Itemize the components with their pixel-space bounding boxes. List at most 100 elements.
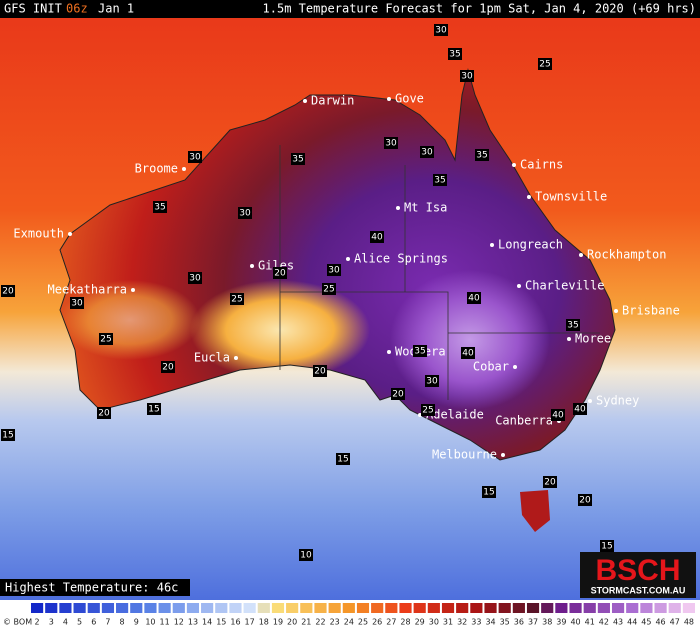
header-bar: [0, 0, 700, 18]
contour-label: 20: [2, 287, 14, 297]
scale-label: 5: [77, 618, 82, 627]
source: © BOM: [3, 618, 32, 627]
scale-swatch: [144, 603, 157, 613]
contour-box: [336, 453, 350, 465]
contour-label: 20: [274, 269, 286, 279]
logo-box: [580, 552, 696, 598]
contour-label: 40: [468, 294, 480, 304]
scale-label: 14: [202, 618, 212, 627]
scale-label: 45: [641, 618, 651, 627]
scale-swatch: [555, 603, 568, 613]
scale-swatch: [257, 603, 270, 613]
contour-label: 35: [476, 151, 487, 161]
contour-label: 30: [426, 377, 438, 387]
city-dot: [396, 206, 400, 210]
contour-box: [327, 264, 341, 276]
city-label: Alice Springs: [354, 252, 448, 266]
contour-box: [161, 361, 175, 373]
city-label: Cairns: [520, 158, 563, 172]
scale-label: 28: [400, 618, 410, 627]
scale-swatch: [456, 603, 469, 613]
scale-swatch: [484, 603, 497, 613]
scale-swatch: [186, 603, 200, 613]
scale-swatch: [59, 603, 72, 613]
city-label: Eucla: [194, 351, 230, 365]
city-dot: [579, 253, 583, 257]
city-dot: [513, 365, 517, 369]
contour-label: 25: [100, 335, 111, 345]
scale-label: 41: [585, 618, 595, 627]
contour-label: 15: [483, 488, 494, 498]
scale-swatch: [271, 603, 285, 613]
scale-label: 37: [528, 618, 538, 627]
scale-swatch: [116, 603, 129, 613]
scale-swatch: [668, 603, 681, 613]
run: 06z: [66, 2, 88, 16]
city-dot: [512, 163, 516, 167]
city-dot: [490, 243, 494, 247]
contour-box: [384, 137, 398, 149]
city-label: Longreach: [498, 238, 563, 252]
contour-box: [322, 283, 336, 295]
contour-box: [467, 292, 481, 304]
scale-label: 39: [556, 618, 566, 627]
scale-label: 31: [443, 618, 453, 627]
contour-box: [434, 24, 448, 36]
scale-swatch: [385, 603, 398, 613]
title: 1.5m Temperature Forecast for 1pm Sat, J…: [263, 2, 696, 16]
contour-box: [188, 151, 202, 163]
scale-label: 32: [457, 618, 467, 627]
city-dot: [131, 288, 135, 292]
city-dot: [567, 337, 571, 341]
scale-label: 26: [372, 618, 382, 627]
contour-label: 10: [300, 551, 312, 561]
contour-box: [370, 231, 384, 243]
scale-label: 15: [216, 618, 226, 627]
scale-swatch: [654, 603, 667, 613]
contour-label: 40: [462, 349, 474, 359]
contour-label: 35: [414, 347, 425, 357]
contour-label: 15: [148, 405, 159, 415]
scale-swatch: [342, 603, 355, 613]
contour-box: [1, 285, 15, 297]
contour-label: 40: [552, 411, 564, 421]
contour-label: 40: [371, 233, 383, 243]
contour-box: [482, 486, 496, 498]
scale-label: 6: [91, 618, 96, 627]
scale-label: 27: [386, 618, 396, 627]
contour-box: [273, 267, 287, 279]
scale-swatch: [300, 603, 313, 613]
contour-box: [291, 153, 305, 165]
scale-label: 2: [35, 618, 40, 627]
scale-swatch: [87, 603, 100, 613]
contour-label: 40: [574, 405, 586, 415]
state-borders: [279, 145, 600, 400]
city-label: Sydney: [596, 394, 639, 408]
contour-label: 30: [239, 209, 251, 219]
scale-swatch: [73, 603, 86, 613]
city-label: Gove: [395, 92, 424, 106]
scale-label: 12: [174, 618, 184, 627]
scale-swatch: [526, 603, 540, 613]
highest-box: [0, 579, 190, 596]
scale-swatch: [498, 603, 511, 613]
contour-label: 30: [189, 274, 201, 284]
city-dot: [517, 284, 521, 288]
contour-box: [461, 347, 475, 359]
contour-box: [600, 540, 614, 552]
scale-swatch: [611, 603, 625, 613]
scale-swatch: [640, 603, 653, 613]
contour-label: 15: [601, 542, 612, 552]
scale-swatch: [626, 603, 639, 613]
contour-label: 15: [337, 455, 348, 465]
contour-box: [573, 403, 587, 415]
scale-label: 38: [542, 618, 552, 627]
scale-swatch: [682, 603, 695, 613]
contour-label: 30: [421, 148, 433, 158]
init-date: Jan 1: [98, 2, 134, 16]
model: GFS INIT: [4, 2, 62, 16]
scale-label: 43: [613, 618, 623, 627]
contour-label: 20: [98, 409, 110, 419]
city-label: Meekatharra: [48, 283, 127, 297]
